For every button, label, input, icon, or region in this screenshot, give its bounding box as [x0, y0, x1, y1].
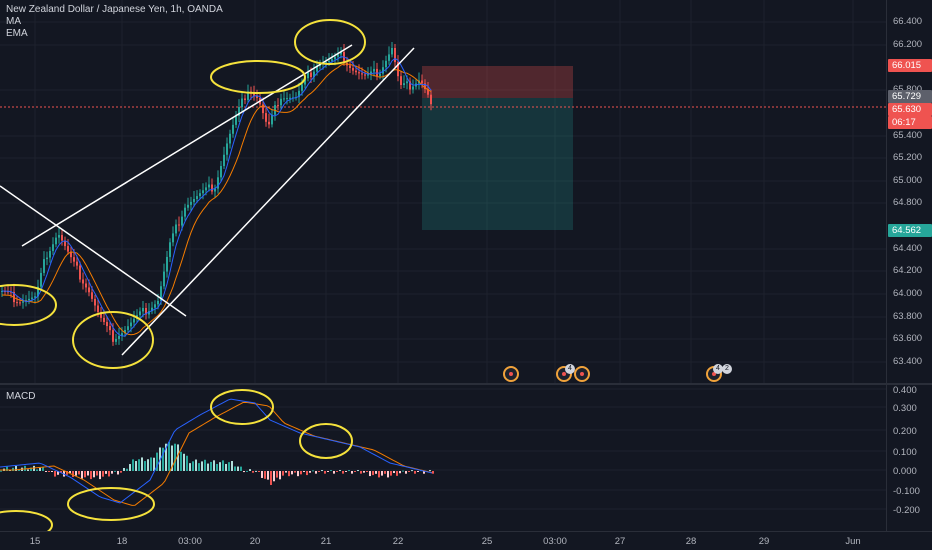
ema-line [1, 63, 432, 336]
price-axis-label: 64.200 [893, 265, 923, 276]
time-axis-label: 22 [392, 536, 404, 547]
short-position-tool [422, 66, 573, 230]
bar-countdown-tag: 06:17 [888, 116, 932, 129]
time-axis-label: 29 [758, 536, 770, 547]
ellipse-mid [210, 60, 306, 94]
economic-event-icon[interactable] [574, 366, 590, 382]
ema-indicator-label[interactable]: EMA [6, 28, 28, 39]
time-axis-label: 15 [29, 536, 41, 547]
macd-axis-label: -0.100 [893, 486, 920, 497]
price-axis-label: 65.400 [893, 130, 923, 141]
ellipse-macd-bottom-left [0, 510, 53, 531]
pane-separator[interactable] [0, 383, 932, 385]
ellipse-bottom [72, 311, 154, 369]
price-axis-label: 65.800 [893, 84, 922, 95]
ellipse-top [294, 19, 366, 65]
price-chart-pane[interactable]: New Zealand Dollar / Japanese Yen, 1h, O… [0, 0, 886, 383]
time-axis-label: 20 [249, 536, 261, 547]
price-axis-label: 65.200 [893, 152, 923, 163]
time-axis-label: 03:00 [543, 536, 567, 547]
time-axis-label: 18 [116, 536, 128, 547]
last-price-tag: 65.630 [888, 103, 932, 116]
ellipse-macd-peak [210, 389, 274, 425]
macd-axis-label: 0.400 [893, 385, 917, 396]
macd-pane[interactable]: MACD [0, 385, 886, 531]
time-axis-label: Jun [845, 536, 861, 547]
macd-axis-label: -0.200 [893, 505, 920, 516]
macd-axis-label: 0.200 [893, 426, 917, 437]
time-axis-label: 27 [614, 536, 626, 547]
macd-indicator-label[interactable]: MACD [6, 391, 36, 402]
macd-axis-label: 0.000 [893, 466, 917, 477]
trendline-channel-lower [121, 47, 415, 356]
time-axis-label: 21 [320, 536, 332, 547]
ma-line [1, 56, 432, 337]
trendline-descending [0, 185, 187, 317]
chart-legend: New Zealand Dollar / Japanese Yen, 1h, O… [6, 4, 223, 40]
trendlines [0, 44, 415, 356]
event-count-badge: 2 [722, 364, 732, 374]
price-axis-label: 66.200 [893, 39, 923, 50]
price-axis-label: 63.400 [893, 356, 923, 367]
trendline-channel-upper [21, 44, 353, 247]
time-axis-label: 28 [685, 536, 697, 547]
event-count-badge: 4 [713, 364, 723, 374]
take-profit-price-tag: 64.562 [888, 224, 932, 237]
price-axis-label: 64.400 [893, 243, 923, 254]
ellipse-macd-lower-high [299, 423, 353, 459]
stop-loss-zone [422, 66, 573, 98]
annotation-ellipses [0, 19, 366, 369]
macd-axis-label: 0.100 [893, 447, 917, 458]
price-axis-label: 66.400 [893, 16, 923, 27]
price-axis-label: 65.000 [893, 175, 923, 186]
symbol-title[interactable]: New Zealand Dollar / Japanese Yen, 1h, O… [6, 4, 223, 15]
stop-loss-price-tag: 66.015 [888, 59, 932, 72]
macd-axis[interactable]: 0.400 0.300 0.200 0.100 0.000 -0.100 -0.… [886, 385, 932, 531]
time-axis-label: 25 [481, 536, 493, 547]
ellipse-macd-trough [67, 487, 155, 521]
macd-canvas[interactable] [0, 385, 886, 531]
take-profit-zone [422, 98, 573, 230]
current-price-tag: 65.729 [888, 90, 932, 103]
price-axis-label: 64.000 [893, 288, 923, 299]
price-chart-canvas[interactable] [0, 0, 886, 383]
candlesticks [1, 42, 432, 346]
ma-indicator-label[interactable]: MA [6, 16, 21, 27]
price-axis[interactable]: 66.400 66.200 65.800 65.400 65.200 65.00… [886, 0, 932, 383]
event-count-badge: 4 [565, 364, 575, 374]
price-axis-label: 64.800 [893, 197, 923, 208]
macd-grid-lines [0, 388, 886, 510]
time-axis[interactable]: 15 18 03:00 20 21 22 25 03:00 27 28 29 J… [0, 531, 932, 550]
macd-axis-label: 0.300 [893, 403, 917, 414]
ellipse-low-left [0, 284, 57, 326]
price-axis-label: 63.800 [893, 311, 923, 322]
price-axis-label: 63.600 [893, 333, 923, 344]
economic-event-icon[interactable] [503, 366, 519, 382]
time-axis-label: 03:00 [178, 536, 202, 547]
macd-line [0, 398, 433, 504]
grid-lines [0, 0, 886, 383]
macd-annotation-ellipses [0, 389, 353, 531]
